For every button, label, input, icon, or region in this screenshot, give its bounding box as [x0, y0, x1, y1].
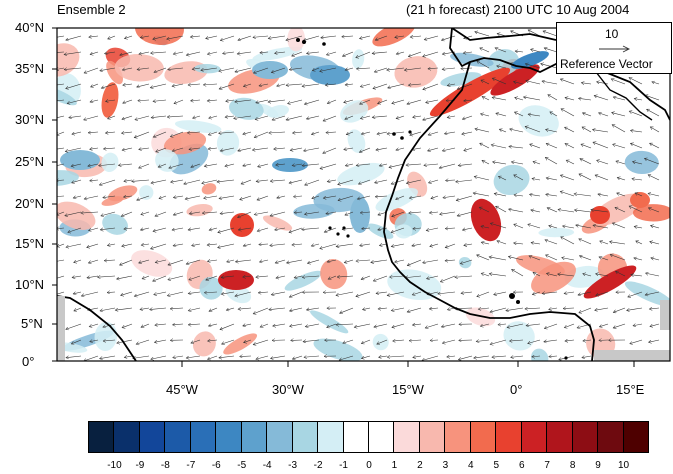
colorbar-tick-label: -1: [339, 460, 348, 471]
colorbar-swatch: [572, 421, 598, 453]
lat-label-35n: 35°N: [15, 61, 44, 76]
colorbar-swatch: [521, 421, 547, 453]
lat-label-25n: 25°N: [15, 154, 44, 169]
colorbar-tick-label: 6: [519, 460, 525, 471]
lat-label-30n: 30°N: [15, 112, 44, 127]
colorbar-tick-label: -9: [135, 460, 144, 471]
colorbar-tick-label: -6: [212, 460, 221, 471]
colorbar-swatch: [241, 421, 267, 453]
lon-label-30w: 30°W: [272, 382, 304, 397]
colorbar-swatch: [623, 421, 649, 453]
colorbar-swatch: [444, 421, 470, 453]
colorbar-swatch: [88, 421, 114, 453]
lat-label-5n: 5°N: [21, 316, 43, 331]
colorbar-tick-label: 0: [366, 460, 372, 471]
lat-label-15n: 15°N: [15, 236, 44, 251]
colorbar-swatch: [393, 421, 419, 453]
colorbar-swatch: [164, 421, 190, 453]
colorbar-tick-label: 3: [443, 460, 449, 471]
colorbar-tick-label: -3: [288, 460, 297, 471]
reference-vector-label: Reference Vector: [560, 57, 653, 71]
colorbar-tick-label: -2: [314, 460, 323, 471]
colorbar-tick-label: 4: [468, 460, 474, 471]
colorbar-swatch: [317, 421, 343, 453]
colorbar-tick-label: 8: [570, 460, 576, 471]
lon-label-15w: 15°W: [392, 382, 424, 397]
colorbar-swatch: [546, 421, 572, 453]
colorbar-swatch: [368, 421, 394, 453]
colorbar-tick-label: 5: [493, 460, 499, 471]
colorbar-tick-label: -7: [186, 460, 195, 471]
colorbar-tick-label: -5: [237, 460, 246, 471]
lon-label-0: 0°: [510, 382, 522, 397]
reference-vector-box: 10 Reference Vector: [556, 22, 672, 74]
colorbar-tick-label: 2: [417, 460, 423, 471]
colorbar-tick-label: 1: [392, 460, 398, 471]
colorbar-swatch: [190, 421, 216, 453]
colorbar-swatch: [495, 421, 521, 453]
colorbar-swatch: [597, 421, 623, 453]
colorbar-swatch: [419, 421, 445, 453]
reference-arrow-icon: [557, 39, 671, 59]
colorbar-tick-label: -10: [107, 460, 121, 471]
lat-label-20n: 20°N: [15, 196, 44, 211]
colorbar-swatch: [266, 421, 292, 453]
colorbar-swatch: [113, 421, 139, 453]
lat-label-10n: 10°N: [15, 277, 44, 292]
lon-label-15e: 15°E: [616, 382, 644, 397]
colorbar-swatch: [470, 421, 496, 453]
lat-label-0: 0°: [22, 354, 34, 369]
colorbar-swatch: [292, 421, 318, 453]
colorbar-swatch: [139, 421, 165, 453]
lon-label-45w: 45°W: [166, 382, 198, 397]
colorbar-tick-label: 10: [618, 460, 629, 471]
colorbar-tick-label: -4: [263, 460, 272, 471]
colorbar-tick-label: 7: [544, 460, 550, 471]
lat-label-40n: 40°N: [15, 20, 44, 35]
colorbar-swatch: [215, 421, 241, 453]
colorbar: [89, 421, 649, 453]
colorbar-tick-label: 9: [595, 460, 601, 471]
colorbar-swatch: [343, 421, 369, 453]
colorbar-tick-label: -8: [161, 460, 170, 471]
